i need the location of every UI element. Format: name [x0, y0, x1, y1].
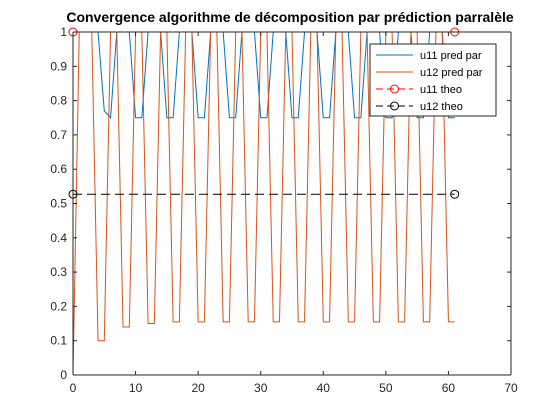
x-axis-ticks: 0 10 20 30 40 50 60 70	[70, 32, 518, 395]
axes	[72, 31, 512, 376]
legend: u11 pred par u12 pred par u11 theo u12 theo	[369, 43, 497, 117]
legend-label: u11 pred par	[420, 50, 482, 62]
x-tick-label: 50	[379, 381, 393, 395]
legend-label: u12 theo	[420, 101, 463, 113]
y-tick-label: 0.6	[50, 162, 67, 176]
x-tick-label: 20	[191, 381, 205, 395]
series-marker	[450, 189, 460, 199]
y-tick-label: 1	[60, 25, 67, 39]
chart-title: Convergence algorithme de décomposition …	[66, 9, 514, 25]
y-tick-label: 0.8	[50, 94, 67, 108]
legend-marker	[390, 101, 399, 111]
y-tick-label: 0.4	[50, 231, 67, 245]
series-line-1	[73, 31, 455, 119]
y-tick-label: 0.5	[50, 197, 67, 211]
y-tick-label: 0.2	[50, 299, 67, 313]
y-tick-label: 0.7	[50, 128, 67, 142]
y-tick-label: 0.3	[50, 265, 67, 279]
legend-label: u11 theo	[420, 84, 462, 96]
x-tick-label: 60	[442, 381, 456, 395]
y-tick-label: 0	[60, 368, 67, 382]
y-tick-label: 0.1	[50, 334, 67, 348]
x-tick-label: 10	[129, 381, 143, 395]
legend-marker	[390, 84, 399, 94]
x-tick-label: 30	[254, 381, 268, 395]
x-tick-label: 0	[70, 381, 77, 395]
legend-label: u12 pred par	[420, 67, 483, 79]
y-axis-ticks: 0 0.1 0.2 0.3 0.4 0.5 0.6 0.7 0.8 0.9 1	[50, 25, 511, 382]
x-tick-label: 40	[317, 381, 331, 395]
x-tick-label: 70	[504, 381, 518, 395]
y-tick-label: 0.9	[50, 59, 67, 73]
